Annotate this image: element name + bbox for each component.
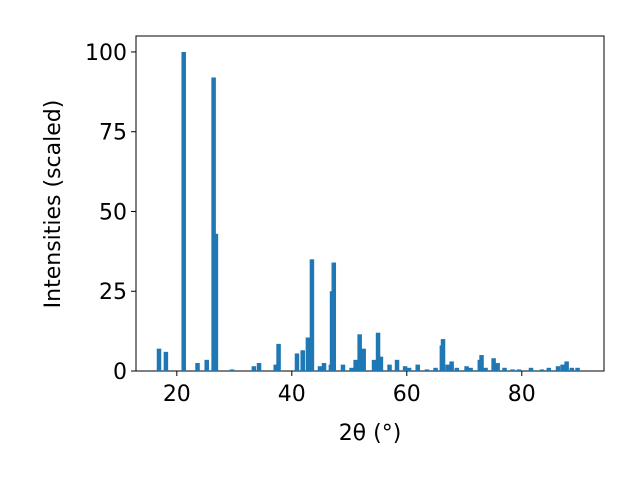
bar [424,369,430,371]
bar [204,359,209,371]
y-tick-label: 100 [85,41,127,66]
bar [331,262,337,371]
bar [440,339,446,371]
bar [516,369,522,371]
bar [406,367,412,371]
y-tick-label: 75 [99,121,127,146]
bar [402,366,408,371]
bar [321,363,327,371]
bar [415,364,420,371]
bar [575,367,580,371]
bar [340,364,346,371]
bar [357,334,362,371]
bar [433,367,438,371]
x-tick-label: 20 [163,382,191,407]
bar [375,332,381,371]
bar [539,369,545,371]
bar [387,364,392,371]
y-tick-label: 50 [99,200,127,225]
bar [251,366,257,371]
bar [156,348,162,371]
bar [464,366,469,371]
x-tick-label: 80 [508,382,536,407]
bar [294,353,300,371]
bar [394,359,400,371]
bar [564,361,569,371]
y-tick-label: 25 [99,280,127,305]
bar [163,351,169,371]
bar [569,367,575,371]
bar [309,259,315,371]
bar [305,337,311,371]
bar [273,364,278,371]
bar [276,343,281,371]
bar [256,363,262,371]
bar [181,51,186,371]
bar [510,369,515,371]
bar [349,367,354,371]
bar [195,363,200,371]
plot-frame [135,35,605,372]
bar [454,367,460,371]
bar [371,359,377,371]
bar [546,367,552,371]
bar [468,367,473,371]
bar [502,367,507,371]
x-tick-label: 60 [393,382,421,407]
bar [479,355,484,371]
bar [445,364,450,371]
bar [300,350,305,371]
bar [317,366,323,371]
bar [229,369,235,371]
bar [495,363,500,371]
bar [378,356,384,371]
bar [211,77,216,371]
x-tick-label: 40 [278,382,306,407]
bar [449,361,454,371]
bar [353,359,358,371]
bar [491,358,496,371]
bar [560,364,565,371]
bar [555,366,561,371]
bar [213,233,219,371]
x-axis-label: 2θ (°) [339,421,402,446]
bar [361,348,366,371]
bar [528,367,534,371]
y-tick-label: 0 [113,360,127,385]
bar [483,367,488,371]
y-axis-label: Intensities (scaled) [41,100,66,309]
